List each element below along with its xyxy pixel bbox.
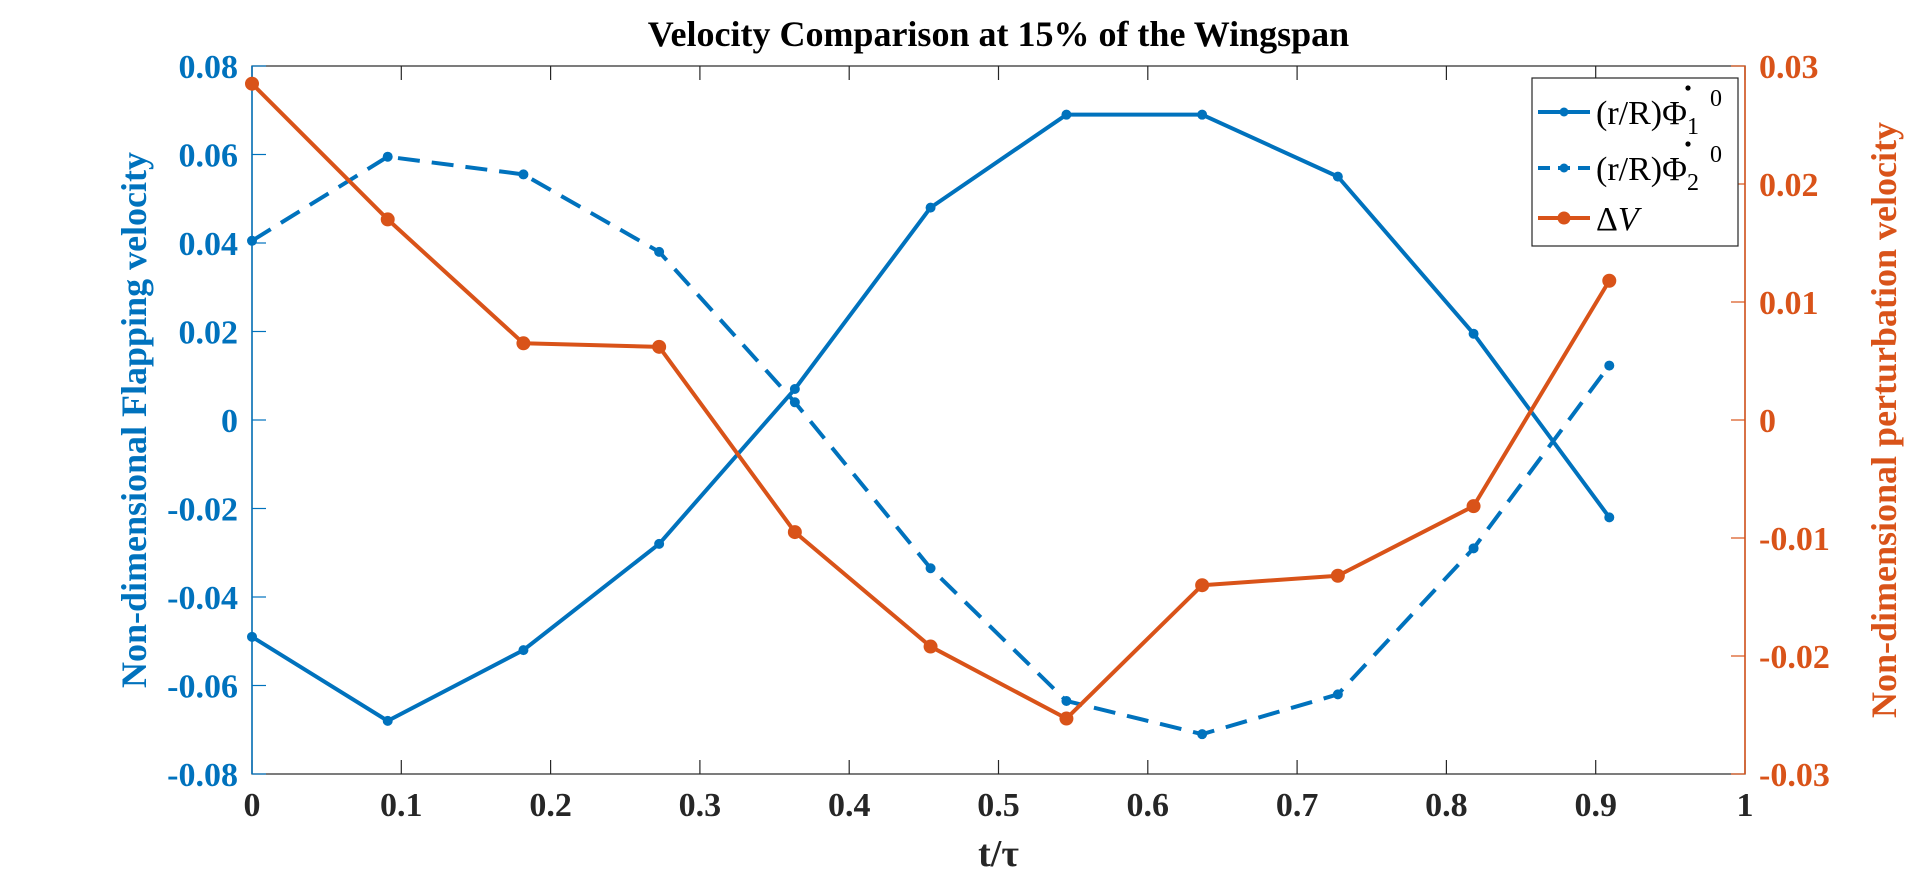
data-point bbox=[1468, 543, 1479, 554]
data-point bbox=[1061, 695, 1072, 706]
y-left-tick-label: 0.06 bbox=[179, 138, 239, 175]
legend: (r/R)Φ1 0 (r/R)Φ2 0 ΔV bbox=[1531, 77, 1739, 247]
y-left-tick-label: -0.08 bbox=[167, 757, 238, 794]
y-right-tick-label: 0.03 bbox=[1759, 49, 1819, 86]
legend-entry-2: (r/R)Φ2 bbox=[1596, 151, 1699, 196]
data-point bbox=[654, 246, 665, 257]
y-left-tick-label: 0 bbox=[221, 403, 238, 440]
legend-entry-3: ΔV bbox=[1596, 201, 1643, 238]
data-point bbox=[923, 639, 938, 654]
data-point bbox=[787, 525, 802, 540]
y-right-tick-label: -0.01 bbox=[1759, 521, 1830, 558]
data-point bbox=[518, 645, 529, 656]
data-point bbox=[380, 212, 395, 227]
legend-superscript: 0 bbox=[1710, 142, 1722, 168]
y-axis-left-label: Non-dimensional Flapping velocity bbox=[114, 152, 154, 688]
x-tick-label: 0.2 bbox=[529, 787, 572, 824]
data-point bbox=[1059, 711, 1074, 726]
data-point bbox=[518, 169, 529, 180]
data-point bbox=[245, 76, 259, 91]
legend-marker-2 bbox=[1559, 163, 1569, 173]
data-point bbox=[1466, 499, 1481, 514]
x-tick-label: 0.8 bbox=[1425, 787, 1468, 824]
y-left-tick-label: -0.02 bbox=[167, 492, 238, 529]
data-point bbox=[382, 715, 393, 726]
data-point bbox=[652, 339, 667, 354]
y-right-tick-label: -0.03 bbox=[1759, 757, 1830, 794]
data-point bbox=[925, 563, 936, 574]
x-tick-label: 1 bbox=[1737, 787, 1754, 824]
y-right-tick-label: 0 bbox=[1759, 403, 1776, 440]
data-point bbox=[1604, 360, 1615, 371]
x-tick-label: 0.4 bbox=[828, 787, 871, 824]
data-point bbox=[247, 631, 257, 642]
data-point bbox=[654, 538, 665, 549]
data-point bbox=[1197, 729, 1208, 740]
y-right-tick-label: -0.02 bbox=[1759, 639, 1830, 676]
y-left-tick-label: -0.06 bbox=[167, 669, 238, 706]
data-point bbox=[1061, 109, 1072, 120]
data-point bbox=[1197, 109, 1208, 120]
series-layer bbox=[245, 76, 1617, 740]
data-point bbox=[1332, 689, 1343, 700]
legend-marker-3 bbox=[1557, 211, 1571, 225]
data-point bbox=[1330, 568, 1345, 583]
y-right-tick-label: 0.01 bbox=[1759, 285, 1819, 322]
data-point bbox=[1332, 171, 1343, 182]
data-point bbox=[516, 336, 531, 351]
y-right-tick-label: 0.02 bbox=[1759, 167, 1819, 204]
y-left-tick-label: -0.04 bbox=[167, 580, 238, 617]
axes: 0 0.1 0.2 0.3 0.4 0.5 0.6 0.7 0.8 0.9 1 0.08 0.06 0.0… bbox=[167, 49, 1830, 824]
data-point bbox=[789, 384, 800, 395]
data-point bbox=[247, 235, 257, 246]
legend-entry-1: (r/R)Φ1 bbox=[1596, 95, 1699, 140]
x-tick-label: 0 bbox=[244, 787, 261, 824]
data-point bbox=[382, 151, 393, 162]
data-point bbox=[1468, 328, 1479, 339]
legend-dot-accent bbox=[1685, 85, 1691, 91]
x-axis-label: t/τ bbox=[978, 833, 1019, 875]
legend-superscript: 0 bbox=[1710, 86, 1722, 112]
data-point bbox=[789, 397, 800, 408]
data-point bbox=[1602, 273, 1617, 288]
y-left-tick-label: 0.04 bbox=[179, 226, 239, 263]
x-tick-label: 0.7 bbox=[1276, 787, 1319, 824]
plot-area bbox=[252, 66, 1745, 774]
chart-title: Velocity Comparison at 15% of the Wingsp… bbox=[648, 14, 1349, 54]
y-axis-right-label: Non-dimensional perturbation velocity bbox=[1864, 122, 1904, 718]
legend-marker-1 bbox=[1559, 107, 1569, 117]
data-point bbox=[1195, 578, 1210, 593]
x-tick-label: 0.3 bbox=[679, 787, 722, 824]
x-tick-label: 0.6 bbox=[1127, 787, 1170, 824]
data-point bbox=[925, 202, 936, 213]
x-tick-label: 0.1 bbox=[380, 787, 423, 824]
legend-dot-accent bbox=[1685, 141, 1691, 147]
x-tick-label: 0.5 bbox=[977, 787, 1020, 824]
data-point bbox=[1604, 512, 1615, 523]
x-tick-label: 0.9 bbox=[1574, 787, 1617, 824]
y-left-tick-label: 0.02 bbox=[179, 315, 239, 352]
y-left-tick-label: 0.08 bbox=[179, 49, 239, 86]
